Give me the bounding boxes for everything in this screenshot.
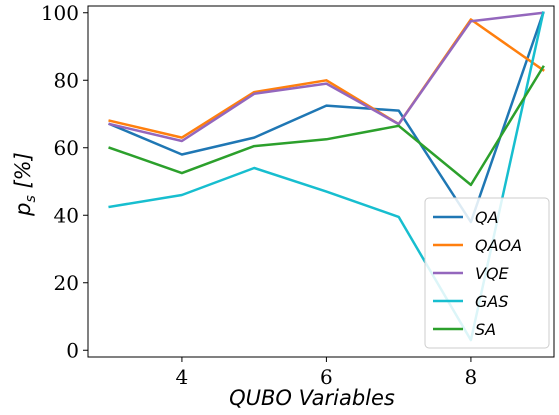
y-axis-label-main: p <box>11 202 35 216</box>
series-line-vqe <box>108 11 545 143</box>
legend-label: QA <box>475 208 499 227</box>
legend: QA QAOA VQE GAS SA <box>424 197 550 349</box>
y-axis-label: ps [%] <box>11 152 39 217</box>
x-tick-label: 8 <box>465 365 478 389</box>
legend-item-qa: QA <box>433 208 499 227</box>
y-axis-label-unit: [%] <box>11 152 35 195</box>
legend-item-qaoa: QAOA <box>433 236 522 255</box>
y-tick-label: 20 <box>54 271 79 295</box>
x-tick-label: 6 <box>320 365 333 389</box>
legend-label: SA <box>475 320 496 339</box>
y-tick-label: 60 <box>54 136 79 160</box>
x-axis-label: QUBO Variables <box>229 386 395 410</box>
series-line-sa <box>108 65 545 187</box>
legend-item-sa: SA <box>433 320 496 339</box>
y-tick-label: 0 <box>66 338 79 362</box>
series-line-qaoa <box>108 18 545 139</box>
legend-box <box>424 197 550 349</box>
legend-label: VQE <box>475 264 510 283</box>
legend-label: GAS <box>475 292 509 311</box>
x-tick-label: 4 <box>176 365 189 389</box>
plot-frame <box>87 5 555 358</box>
legend-label: QAOA <box>475 236 522 255</box>
y-tick-label: 80 <box>54 68 79 92</box>
legend-item-vqe: VQE <box>433 264 510 283</box>
legend-item-gas: GAS <box>433 292 509 311</box>
y-axis-label-sub: s <box>23 195 39 202</box>
y-tick-label: 100 <box>41 1 79 25</box>
y-tick-label: 40 <box>54 203 79 227</box>
